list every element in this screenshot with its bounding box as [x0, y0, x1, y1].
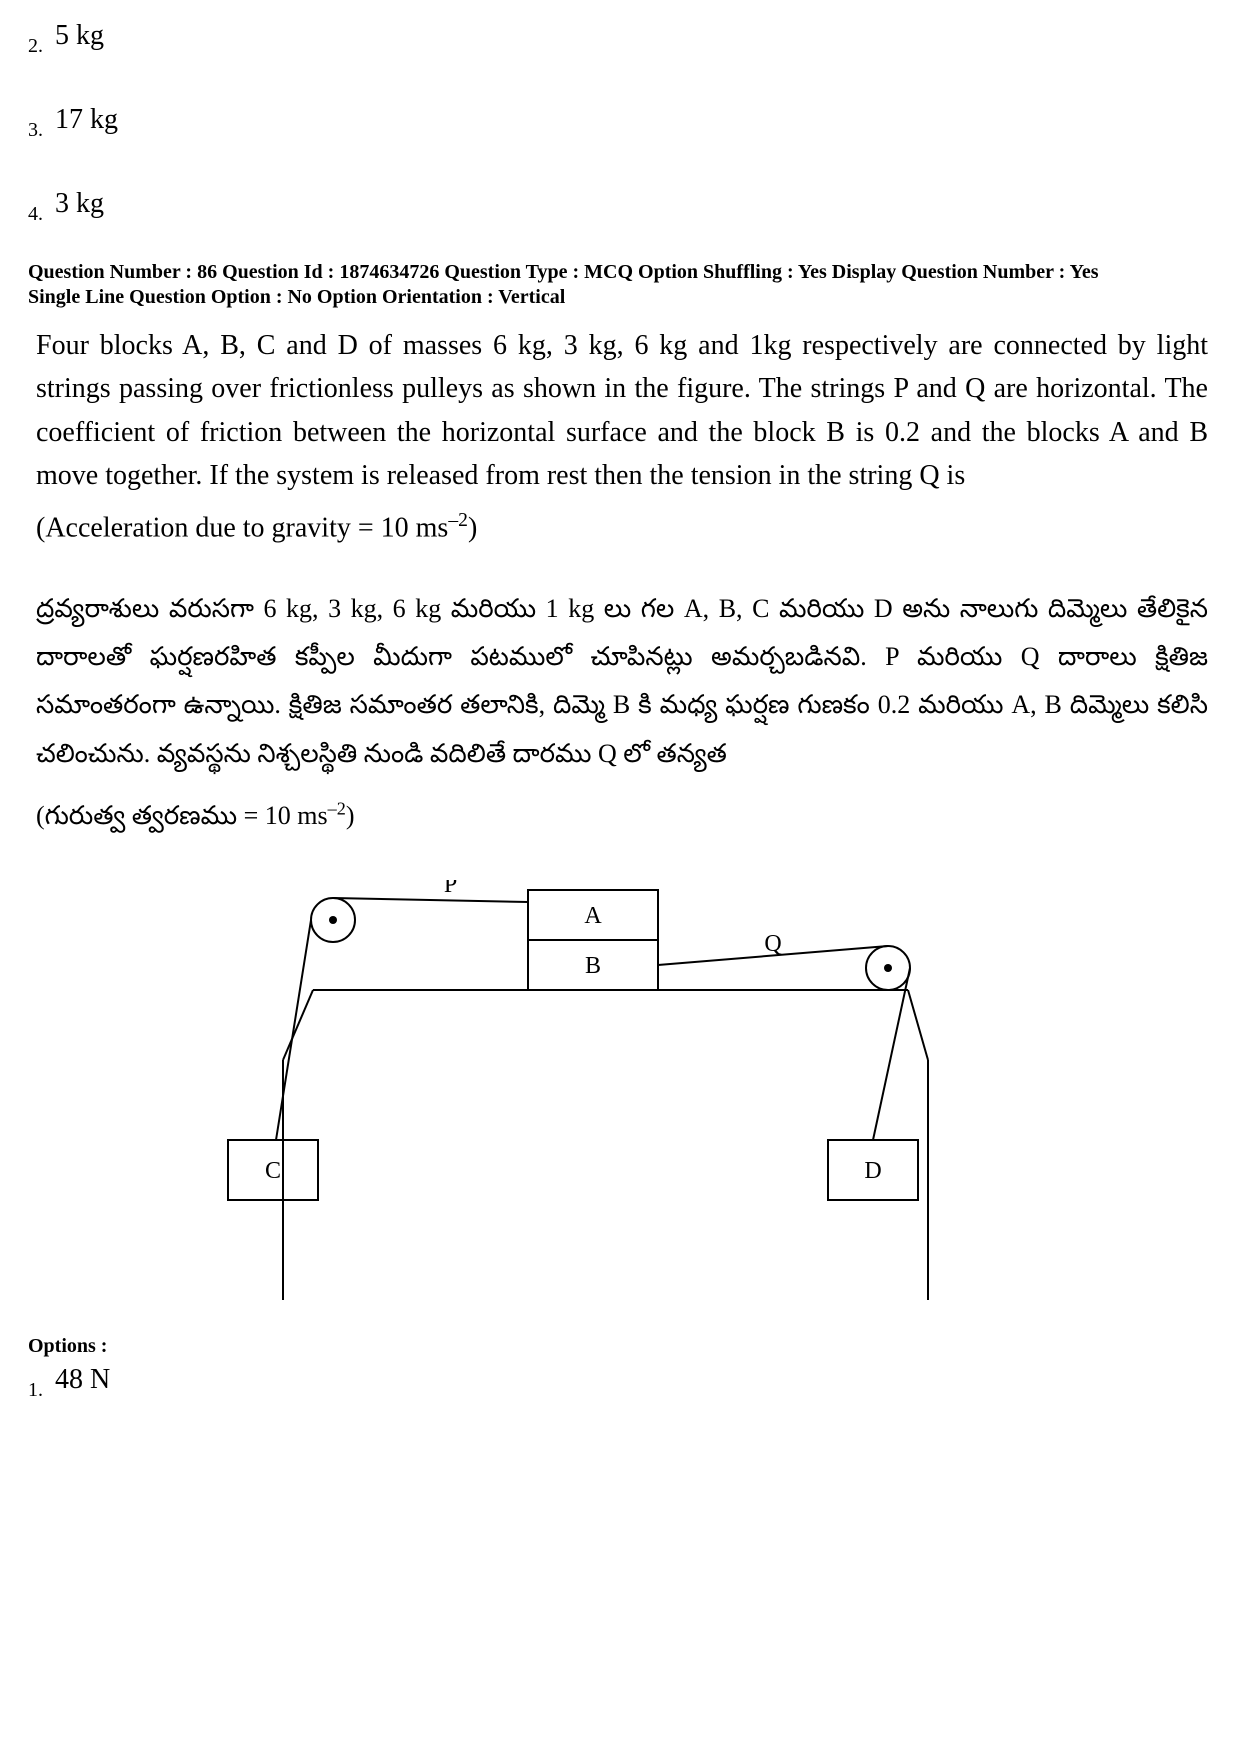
- question-text-telugu-line2: (గురుత్వ త్వరణము = 10 ms–2): [36, 792, 1208, 840]
- options-header: Options :: [28, 1335, 1212, 1358]
- option-text: 17 kg: [55, 104, 118, 136]
- prev-option-4[interactable]: 4. 3 kg: [28, 188, 1212, 220]
- svg-text:B: B: [585, 953, 601, 979]
- gravity-note-te-suffix: ): [346, 801, 355, 830]
- svg-text:P: P: [444, 880, 457, 898]
- gravity-note-te-prefix: (గురుత్వ త్వరణము = 10 ms: [36, 801, 328, 830]
- svg-text:D: D: [864, 1158, 881, 1184]
- option-text: 48 N: [55, 1364, 110, 1396]
- question-meta-line1: Question Number : 86 Question Id : 18746…: [28, 260, 1212, 285]
- question-en-body: Four blocks A, B, C and D of masses 6 kg…: [36, 330, 1208, 491]
- pulley-svg: AB P Q C D: [168, 880, 988, 1300]
- prev-option-2[interactable]: 2. 5 kg: [28, 20, 1212, 52]
- question-meta-line2: Single Line Question Option : No Option …: [28, 285, 1212, 310]
- pulley-figure: AB P Q C D: [168, 880, 1212, 1305]
- option-number: 2.: [28, 35, 43, 58]
- option-1[interactable]: 1. 48 N: [28, 1364, 1212, 1396]
- gravity-note-suffix: ): [468, 512, 477, 543]
- option-number: 4.: [28, 203, 43, 226]
- svg-text:A: A: [584, 903, 602, 929]
- gravity-note-te-sup: –2: [328, 798, 346, 818]
- svg-text:C: C: [265, 1158, 281, 1184]
- question-text-english-line2: (Acceleration due to gravity = 10 ms–2): [36, 506, 1208, 550]
- option-text: 3 kg: [55, 188, 104, 220]
- question-te-body: ద్రవ్యరాశులు వరుసగా 6 kg, 3 kg, 6 kg మరి…: [36, 594, 1208, 767]
- question-text-telugu: ద్రవ్యరాశులు వరుసగా 6 kg, 3 kg, 6 kg మరి…: [36, 585, 1208, 777]
- gravity-note-prefix: (Acceleration due to gravity = 10 ms: [36, 512, 448, 543]
- option-number: 3.: [28, 119, 43, 142]
- question-meta: Question Number : 86 Question Id : 18746…: [28, 260, 1212, 310]
- gravity-note-sup: –2: [448, 510, 468, 531]
- question-text-english: Four blocks A, B, C and D of masses 6 kg…: [36, 324, 1208, 498]
- option-number: 1.: [28, 1379, 43, 1402]
- option-text: 5 kg: [55, 20, 104, 52]
- prev-option-3[interactable]: 3. 17 kg: [28, 104, 1212, 136]
- svg-text:Q: Q: [764, 931, 781, 957]
